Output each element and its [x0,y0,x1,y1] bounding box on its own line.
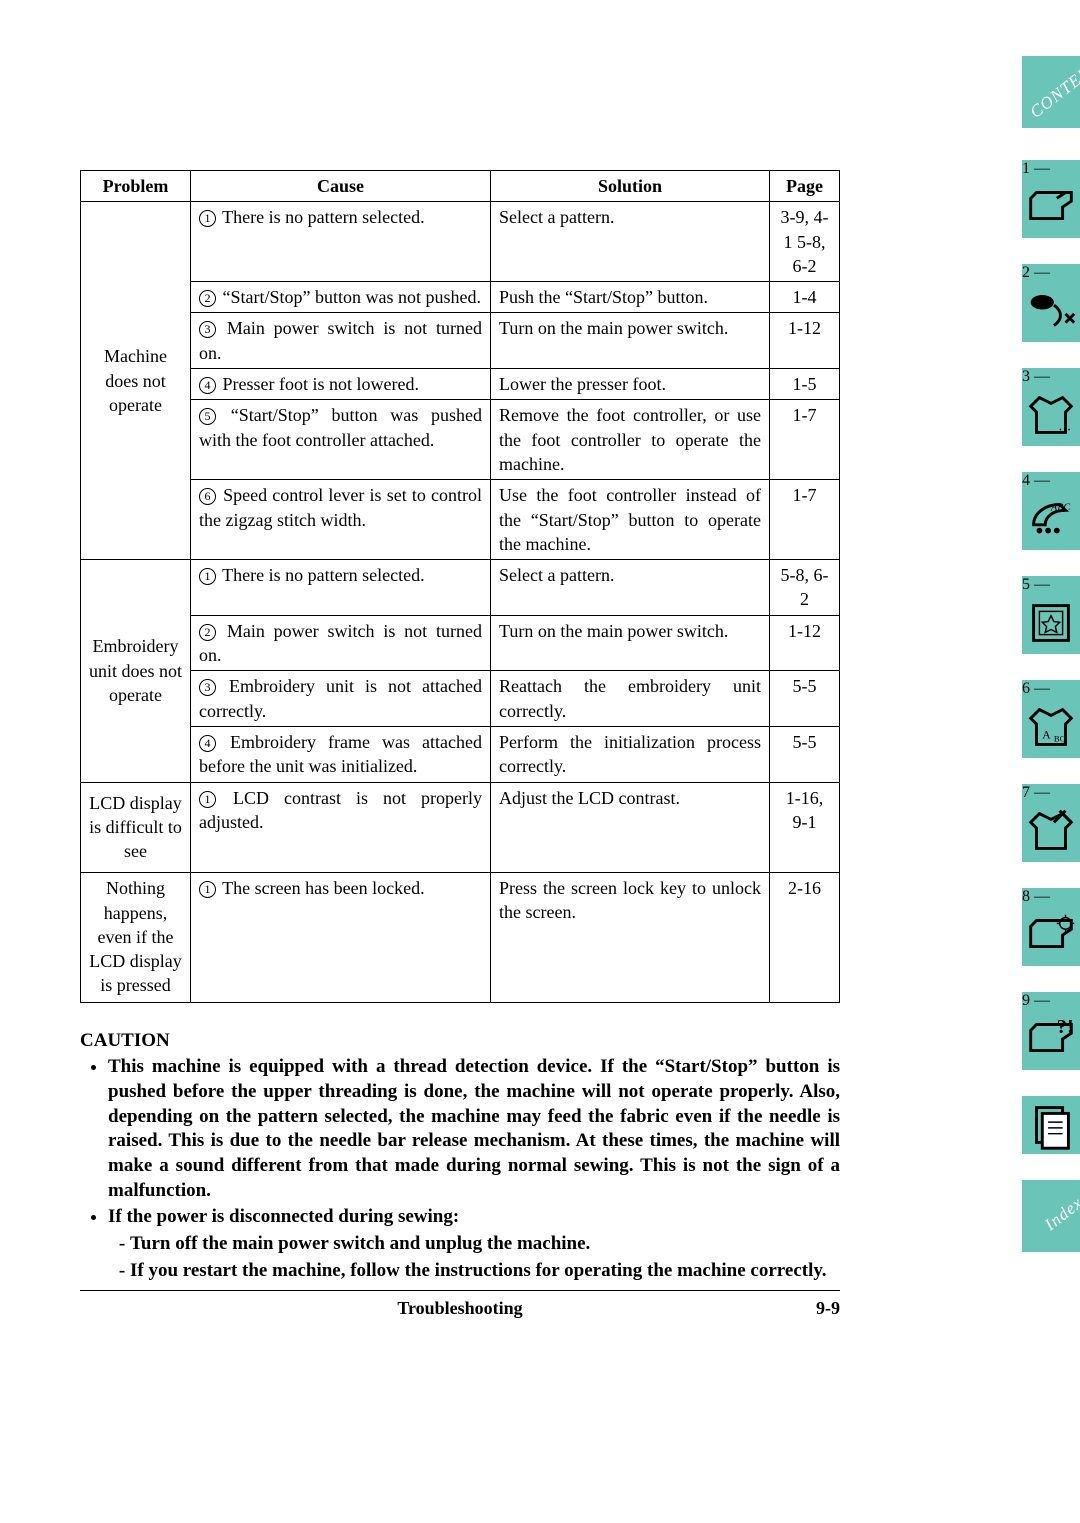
cause-cell: 4 Embroidery frame was attached before t… [191,726,491,782]
shirt-abc-icon: ABC [1022,698,1080,761]
cause-cell: 1 The screen has been locked. [191,872,491,1002]
cause-cell: 1 LCD contrast is not properly adjusted. [191,782,491,872]
solution-cell: Lower the presser foot. [491,369,770,400]
page-ref-cell: 5-5 [770,726,840,782]
page-ref-cell: 1-12 [770,313,840,369]
machine-question-icon: ?! [1022,1010,1080,1073]
page-ref-cell: 1-12 [770,615,840,671]
tab-contents[interactable]: CONTENTS [1022,56,1080,128]
tab-chapter[interactable]: 3 — [1022,368,1080,446]
tab-label: 6 — [1022,680,1080,698]
page-ref-cell: 1-4 [770,282,840,313]
tab-label: 9 — [1022,992,1080,1010]
tab-chapter[interactable]: 5 — [1022,576,1080,654]
tab-label: 8 — [1022,888,1080,906]
caution-item: This machine is equipped with a thread d… [108,1055,840,1203]
footer-title: Troubleshooting [80,1298,840,1319]
tab-chapter[interactable]: 4 — ABC [1022,472,1080,550]
solution-cell: Reattach the embroidery unit correctly. [491,671,770,727]
cause-cell: 2 “Start/Stop” button was not pushed. [191,282,491,313]
shirt-needle-icon [1022,802,1080,865]
tab-label: 3 — [1022,368,1080,386]
cause-cell: 3 Main power switch is not turned on. [191,313,491,369]
page-ref-cell: 5-8, 6-2 [770,560,840,616]
tab-chapter[interactable]: 1 — [1022,160,1080,238]
machine-icon [1022,178,1080,241]
footer-page-number: 9-9 [816,1298,840,1319]
svg-text:ABC: ABC [1050,502,1070,513]
solution-cell: Turn on the main power switch. [491,615,770,671]
col-cause: Cause [191,171,491,202]
solution-cell: Adjust the LCD contrast. [491,782,770,872]
solution-cell: Turn on the main power switch. [491,313,770,369]
cause-cell: 2 Main power switch is not turned on. [191,615,491,671]
solution-cell: Press the screen lock key to unlock the … [491,872,770,1002]
tab-label: 5 — [1022,576,1080,594]
tab-index[interactable]: Index [1022,1180,1080,1252]
solution-cell: Push the “Start/Stop” button. [491,282,770,313]
tab-chapter[interactable]: 2 — [1022,264,1080,342]
page-ref-cell: 3-9, 4-1 5-8, 6-2 [770,202,840,282]
caution-block: CAUTION This machine is equipped with a … [80,1029,840,1284]
page-ref-cell: 1-7 [770,480,840,560]
tab-chapter[interactable]: 9 —?! [1022,992,1080,1070]
footer-rule [80,1290,840,1291]
svg-text:A: A [1042,729,1051,742]
solution-cell: Remove the foot controller, or use the f… [491,400,770,480]
abc-hoop-icon: ABC [1022,490,1080,553]
tab-chapter[interactable]: 6 —ABC [1022,680,1080,758]
problem-cell: LCD display is difficult to see [81,782,191,872]
svg-text:BC: BC [1054,734,1066,744]
page-ref-cell: 5-5 [770,671,840,727]
page-ref-cell: 2-16 [770,872,840,1002]
tab-contents-label: CONTENTS [1026,57,1080,122]
cause-cell: 1 There is no pattern selected. [191,202,491,282]
svg-text:?!: ?! [1057,1016,1074,1038]
shirt-icon [1022,386,1080,449]
col-problem: Problem [81,171,191,202]
tab-label: 2 — [1022,264,1080,282]
col-page: Page [770,171,840,202]
troubleshooting-table: Problem Cause Solution Page Machine does… [80,170,840,1003]
cause-cell: 1 There is no pattern selected. [191,560,491,616]
tab-label: 4 — [1022,472,1080,490]
tab-label: 1 — [1022,160,1080,178]
cause-cell: 4 Presser foot is not lowered. [191,369,491,400]
caution-title: CAUTION [80,1029,840,1054]
caution-subitem: Turn off the main power switch and unplu… [130,1232,840,1257]
cause-cell: 6 Speed control lever is set to control … [191,480,491,560]
problem-cell: Nothing happens, even if the LCD display… [81,872,191,1002]
caution-subitem: If you restart the machine, follow the i… [130,1259,840,1284]
thread-icon [1022,282,1080,345]
tab-chapter[interactable]: 7 — [1022,784,1080,862]
pages-icon [1022,1096,1080,1159]
col-solution: Solution [491,171,770,202]
page-ref-cell: 1-5 [770,369,840,400]
machine-gear-icon [1022,906,1080,969]
tab-chapter[interactable]: 8 — [1022,888,1080,966]
solution-cell: Use the foot controller instead of the “… [491,480,770,560]
caution-list: This machine is equipped with a thread d… [80,1055,840,1283]
tab-index-label: Index [1026,1181,1080,1246]
tab-chapter[interactable] [1022,1096,1080,1154]
solution-cell: Select a pattern. [491,560,770,616]
page-ref-cell: 1-7 [770,400,840,480]
caution-item: If the power is disconnected during sewi… [108,1205,840,1283]
solution-cell: Perform the initialization process corre… [491,726,770,782]
tab-label: 7 — [1022,784,1080,802]
page-ref-cell: 1-16, 9-1 [770,782,840,872]
problem-cell: Machine does not operate [81,202,191,560]
problem-cell: Embroidery unit does not operate [81,560,191,782]
cause-cell: 3 Embroidery unit is not attached correc… [191,671,491,727]
star-frame-icon [1022,594,1080,657]
cause-cell: 5 “Start/Stop” button was pushed with th… [191,400,491,480]
solution-cell: Select a pattern. [491,202,770,282]
